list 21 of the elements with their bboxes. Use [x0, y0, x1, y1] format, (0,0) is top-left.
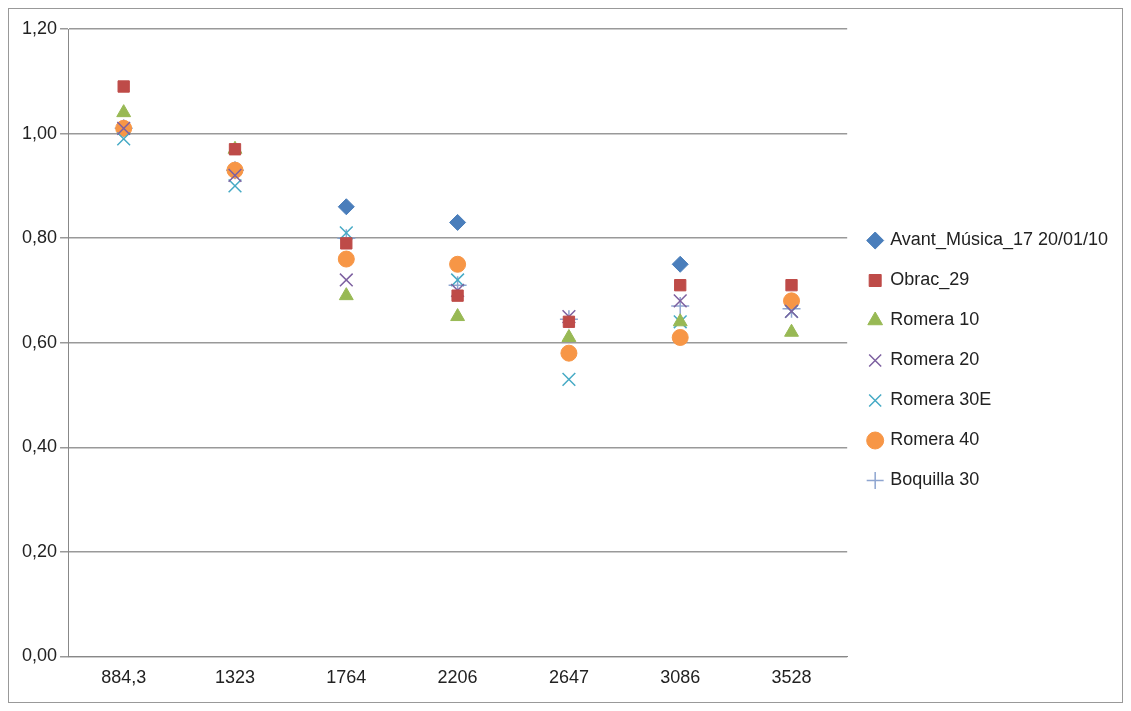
- y-tick-label: 0,00: [21, 645, 58, 666]
- legend-label: Romera 20: [890, 349, 980, 370]
- x-tick-label: 2206: [437, 667, 478, 688]
- legend-label: Obrac_29: [890, 269, 970, 291]
- x-tick-label: 2647: [548, 667, 589, 688]
- x-tick-label: 3086: [660, 667, 701, 688]
- legend-label: Avant_Música_17 20/01/10: [890, 229, 1108, 251]
- y-tick-label: 0,60: [21, 331, 58, 352]
- y-tick-label: 1,00: [21, 122, 58, 143]
- legend-label: Romera 30E: [890, 389, 992, 410]
- legend-label: Boquilla 30: [890, 469, 980, 490]
- y-tick-label: 0,20: [21, 540, 58, 561]
- legend-label: Romera 40: [890, 429, 980, 450]
- y-tick-label: 1,20: [21, 17, 58, 38]
- x-tick-label: 3528: [771, 667, 812, 688]
- x-tick-label: 1323: [214, 667, 256, 688]
- x-tick-label: 884,3: [101, 667, 147, 688]
- y-tick-label: 0,40: [21, 436, 58, 457]
- legend-label: Romera 10: [890, 309, 980, 330]
- y-tick-label: 0,80: [21, 227, 58, 248]
- x-tick-label: 1764: [326, 667, 367, 688]
